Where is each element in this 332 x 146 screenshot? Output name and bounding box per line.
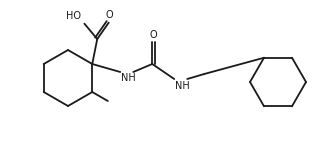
Text: O: O bbox=[106, 10, 114, 20]
Text: NH: NH bbox=[175, 81, 190, 91]
Text: O: O bbox=[149, 30, 157, 40]
Text: NH: NH bbox=[121, 73, 136, 83]
Text: HO: HO bbox=[66, 11, 81, 21]
